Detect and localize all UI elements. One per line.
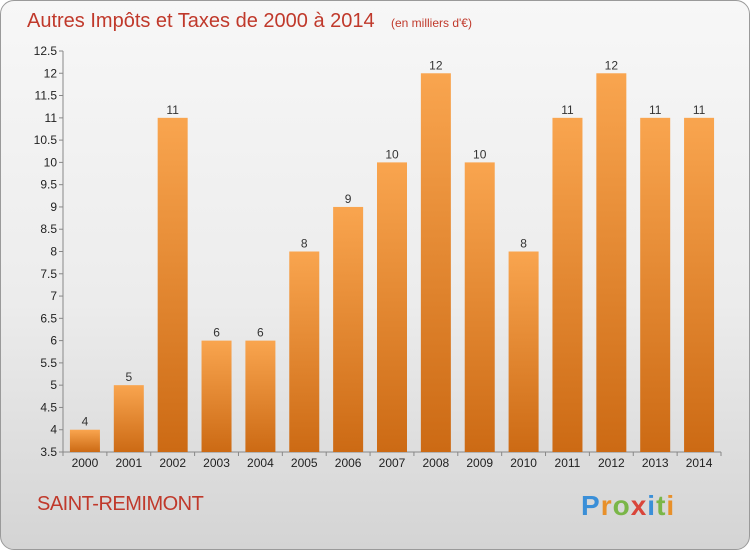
bar <box>113 385 144 452</box>
y-tick-label: 5.5 <box>40 356 57 370</box>
x-tick-label: 2011 <box>555 456 581 470</box>
data-label: 6 <box>213 326 220 340</box>
bar <box>552 117 583 452</box>
data-label: 8 <box>301 237 308 251</box>
y-tick-label: 10 <box>44 155 58 169</box>
x-tick-label: 2007 <box>379 456 406 470</box>
bar <box>201 340 232 452</box>
x-tick-label: 2014 <box>686 456 713 470</box>
x-tick-label: 2004 <box>247 456 274 470</box>
data-label: 12 <box>429 58 443 72</box>
y-tick-label: 4 <box>50 423 57 437</box>
logo-letter: o <box>612 490 631 521</box>
y-tick-label: 9 <box>50 200 57 214</box>
bar <box>420 73 451 453</box>
bar <box>69 429 100 452</box>
bar <box>333 206 364 452</box>
logo-letter: P <box>581 490 601 521</box>
data-label: 9 <box>345 192 352 206</box>
y-tick-label: 6 <box>50 334 57 348</box>
x-tick-label: 2003 <box>203 456 230 470</box>
logo-letter: x <box>630 490 648 521</box>
y-tick-label: 6.5 <box>40 311 57 325</box>
data-label: 10 <box>385 147 399 161</box>
y-tick-label: 10.5 <box>34 133 58 147</box>
bar <box>596 73 627 453</box>
data-label: 5 <box>125 370 132 384</box>
x-tick-label: 2009 <box>466 456 493 470</box>
x-tick-label: 2008 <box>423 456 450 470</box>
x-tick-label: 2000 <box>72 456 99 470</box>
y-axis-ticks: 3.5 4 4.5 5 5.5 6 6.5 7 7.5 8 8.5 9 9.5 10 10.5 11 11.5 1… <box>34 44 63 459</box>
x-tick-label: 2005 <box>291 456 318 470</box>
x-tick-label: 2002 <box>159 456 186 470</box>
proxiti-logo[interactable]: Proxiti <box>581 490 675 522</box>
logo-letter: r <box>600 490 613 521</box>
bar <box>289 251 320 452</box>
data-label: 11 <box>649 103 662 117</box>
data-label: 12 <box>605 58 619 72</box>
x-axis-ticks: 2000 2001 2002 2003 2004 2005 2006 2007 2008 2009… <box>62 452 722 470</box>
y-tick-label: 8.5 <box>40 222 57 236</box>
y-tick-label: 9.5 <box>40 178 57 192</box>
bar <box>377 162 407 452</box>
y-tick-label: 4.5 <box>40 400 57 414</box>
data-label: 4 <box>82 415 89 429</box>
bars: 4 5 11 6 6 8 9 10 12 10 8 11 12 11 11 <box>69 58 715 453</box>
bar <box>508 251 539 452</box>
y-tick-label: 3.5 <box>40 445 57 459</box>
bar <box>464 162 495 452</box>
x-tick-label: 2013 <box>642 456 669 470</box>
logo-letter: i <box>666 490 676 521</box>
data-label: 6 <box>257 326 264 340</box>
data-label: 11 <box>166 103 179 117</box>
logo-letter: i <box>647 490 657 521</box>
y-tick-label: 5 <box>50 378 57 392</box>
y-tick-label: 8 <box>50 245 57 259</box>
x-tick-label: 2001 <box>115 456 142 470</box>
data-label: 8 <box>520 237 527 251</box>
data-label: 10 <box>473 147 487 161</box>
unit-note: (en milliers d'€) <box>391 16 472 30</box>
bar <box>245 340 276 452</box>
x-tick-label: 2010 <box>510 456 537 470</box>
y-tick-label: 7 <box>50 289 57 303</box>
y-tick-label: 11 <box>45 111 58 125</box>
x-tick-label: 2012 <box>598 456 625 470</box>
bar <box>684 117 715 452</box>
y-tick-label: 11.5 <box>35 89 58 103</box>
y-tick-label: 12 <box>44 66 58 80</box>
y-tick-label: 7.5 <box>40 267 57 281</box>
y-tick-label: 12.5 <box>34 44 58 58</box>
chart-title: Autres Impôts et Taxes de 2000 à 2014 <box>27 10 375 32</box>
bar <box>157 117 188 452</box>
x-tick-label: 2006 <box>335 456 362 470</box>
logo-letter: t <box>656 490 667 521</box>
commune-name: SAINT-REMIMONT <box>37 493 204 515</box>
bar <box>640 117 671 452</box>
data-label: 11 <box>693 103 706 117</box>
data-label: 11 <box>561 103 574 117</box>
